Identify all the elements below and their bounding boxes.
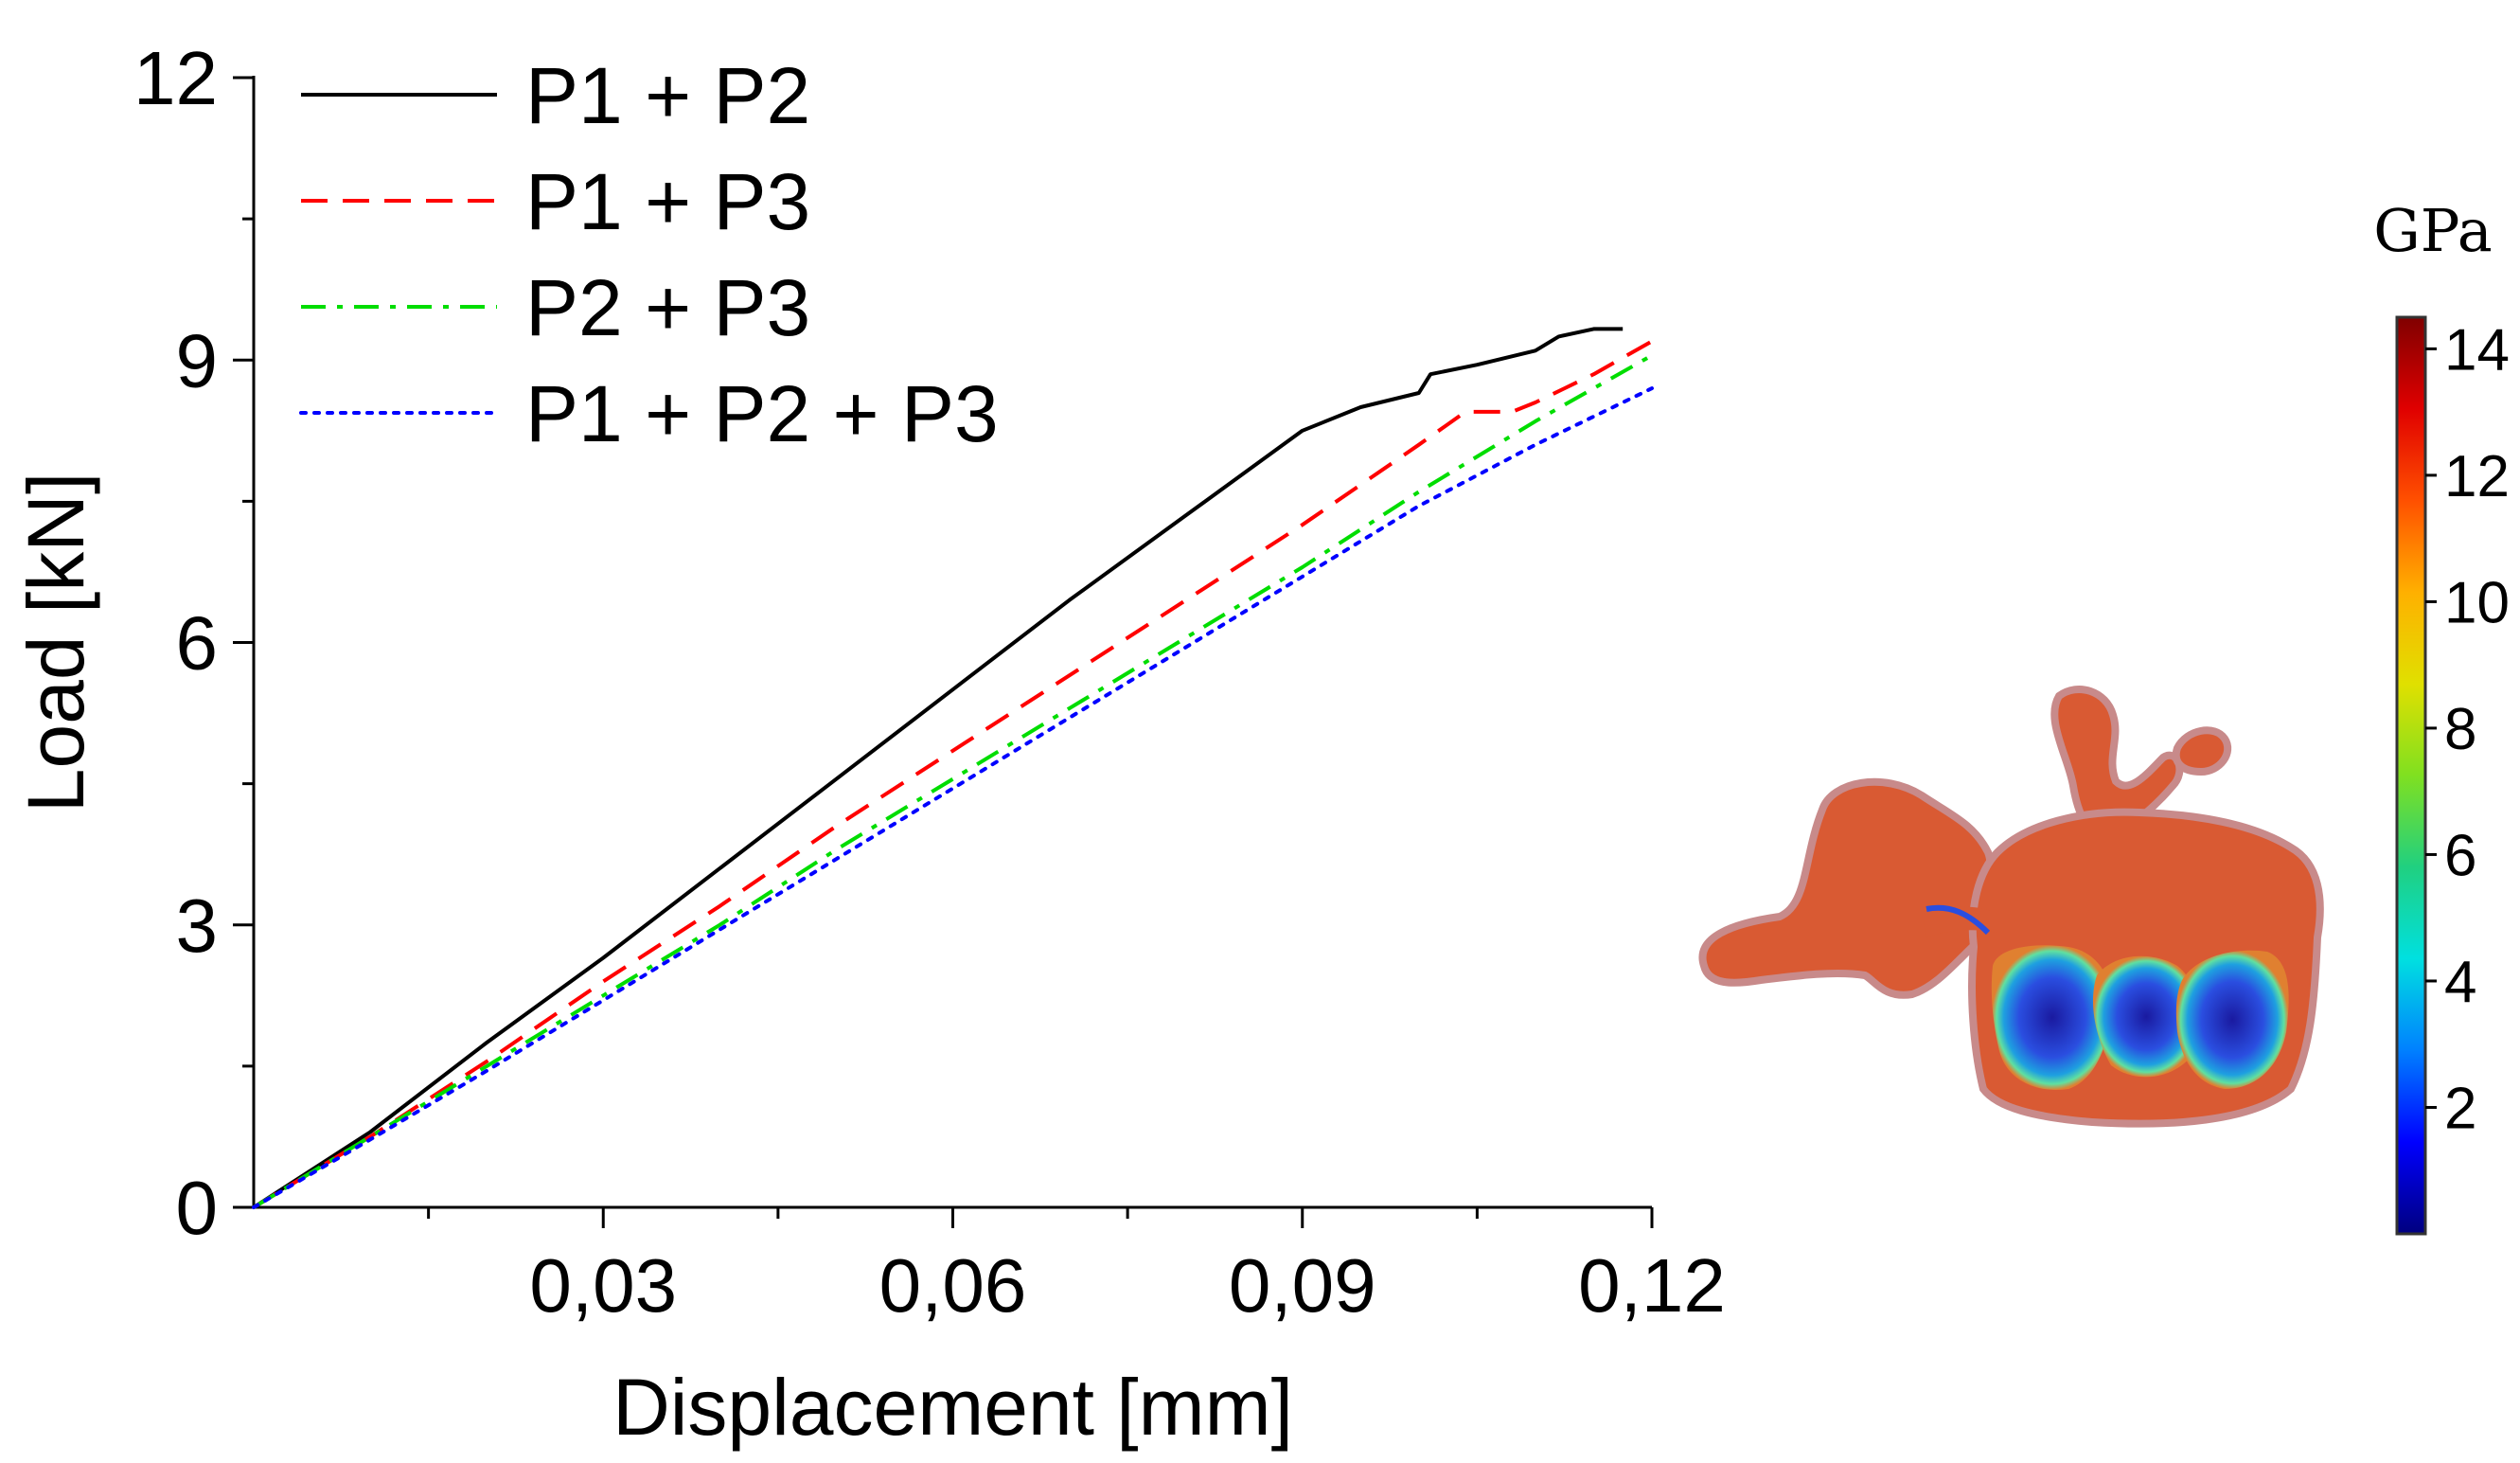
series-line-1 bbox=[252, 327, 1624, 1209]
colorbar-tick-label: 2 bbox=[2444, 1076, 2476, 1141]
colorbar-tick-label: 6 bbox=[2444, 823, 2476, 888]
colorbar-ticks: 2 4 6 8 10 12 14 bbox=[2425, 317, 2510, 1141]
colorbar-tick-label: 12 bbox=[2444, 444, 2510, 509]
colorbar-unit: GPa bbox=[2373, 196, 2492, 265]
colorbar-tick-label: 8 bbox=[2444, 697, 2476, 762]
colorbar-tick-label: 10 bbox=[2444, 570, 2510, 635]
x-tick-label: 0,03 bbox=[529, 1243, 677, 1328]
series-line-4 bbox=[252, 386, 1654, 1209]
legend-label-2: P1 + P3 bbox=[525, 157, 810, 246]
y-tick-label: 12 bbox=[133, 36, 218, 120]
x-tick-label: 0,06 bbox=[879, 1243, 1027, 1328]
vertebra-transverse-process bbox=[1698, 777, 2017, 999]
colorbar-tick-label: 4 bbox=[2444, 950, 2476, 1015]
x-tick-label: 0,12 bbox=[1578, 1243, 1726, 1328]
x-axis-title: Displacement [mm] bbox=[612, 1363, 1293, 1452]
chart-axes: 0 3 6 9 12 0,03 0,06 0,09 0,12 bbox=[133, 36, 1726, 1328]
vertebra-stress-crack bbox=[1925, 904, 1991, 936]
chart-legend: P1 + P2 P1 + P3 P2 + P3 P1 + P2 + P3 bbox=[299, 51, 999, 458]
y-tick-label: 3 bbox=[176, 883, 219, 968]
colorbar-gradient bbox=[2395, 315, 2427, 1236]
colorbar-tick-label: 14 bbox=[2444, 317, 2510, 383]
vertebra-pedicle bbox=[1922, 906, 1997, 937]
y-axis-title: Load [kN] bbox=[11, 473, 100, 813]
chart-series bbox=[252, 327, 1654, 1209]
legend-label-3: P2 + P3 bbox=[525, 263, 810, 352]
load-displacement-chart: 0 3 6 9 12 0,03 0,06 0,09 0,12 P1 + P2 P1 + P3 P2 … bbox=[11, 36, 1726, 1452]
vertebra-articular-process bbox=[2172, 726, 2232, 776]
legend-label-1: P1 + P2 bbox=[525, 51, 810, 140]
x-tick-label: 0,09 bbox=[1229, 1243, 1376, 1328]
colorbar: GPa 2 4 6 8 10 12 14 bbox=[2373, 196, 2510, 1236]
vertebra-stress-render bbox=[1698, 685, 2324, 1128]
y-tick-label: 0 bbox=[176, 1166, 219, 1250]
legend-label-4: P1 + P2 + P3 bbox=[525, 369, 999, 458]
y-tick-label: 6 bbox=[176, 601, 219, 686]
vertebra-low-stress-regions bbox=[1991, 945, 2289, 1090]
series-line-2 bbox=[252, 339, 1653, 1209]
series-line-3 bbox=[252, 353, 1653, 1209]
y-tick-label: 9 bbox=[176, 318, 219, 402]
